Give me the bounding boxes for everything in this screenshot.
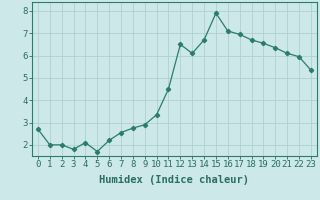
X-axis label: Humidex (Indice chaleur): Humidex (Indice chaleur) — [100, 175, 249, 185]
